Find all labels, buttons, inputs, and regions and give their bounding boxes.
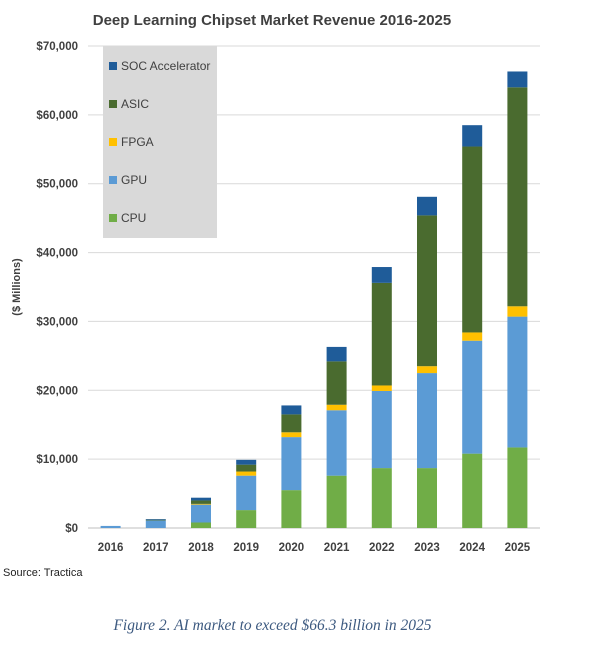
legend-swatch [109,176,117,184]
bar-segment-fpga-2023 [417,366,437,374]
bar-segment-soc-accelerator-2023 [417,196,437,216]
bar-segment-asic-2017 [145,519,166,521]
bar-segment-cpu-2020 [281,490,302,528]
y-tick-label: $10,000 [36,454,78,466]
legend-label: GPU [121,173,147,187]
bar-segment-soc-accelerator-2018 [191,497,211,501]
legend-swatch [109,138,117,146]
x-tick-label: 2022 [369,542,395,554]
x-tick-label: 2017 [143,542,169,554]
x-tick-label: 2024 [459,542,485,554]
bar-segment-asic-2020 [281,414,302,433]
y-tick-label: $20,000 [36,385,78,397]
bar-segment-asic-2018 [191,500,211,504]
bar-segment-gpu-2023 [417,373,437,469]
bar-segment-asic-2023 [417,215,437,367]
bar-segment-fpga-2024 [462,332,483,341]
legend-label: SOC Accelerator [121,59,210,73]
x-tick-label: 2021 [324,542,350,554]
bar-segment-gpu-2020 [281,437,302,491]
x-tick-label: 2019 [233,542,259,554]
bar-segment-asic-2021 [326,361,347,405]
bar-segment-gpu-2019 [236,475,257,511]
x-tick-label: 2025 [505,542,531,554]
bar-segment-soc-accelerator-2019 [236,459,257,465]
bar-segment-cpu-2024 [462,453,483,528]
y-tick-label: $30,000 [36,316,78,328]
bar-segment-fpga-2025 [507,306,528,317]
bar-segment-cpu-2018 [191,522,211,528]
bar-segment-cpu-2019 [236,510,257,528]
source-note: Source: Tractica [3,567,83,579]
x-tick-label: 2023 [414,542,440,554]
bar-segment-cpu-2022 [371,468,392,528]
bar-segment-gpu-2025 [507,316,528,448]
bar-segment-gpu-2022 [371,390,392,469]
bar-segment-asic-2025 [507,87,528,307]
bar-segment-soc-accelerator-2024 [462,125,483,147]
bar-segment-gpu-2018 [191,504,211,523]
x-tick-label: 2018 [188,542,214,554]
bar-segment-asic-2024 [462,146,483,333]
chart: Deep Learning Chipset Market Revenue 201… [11,12,540,554]
bar-segment-fpga-2018 [191,503,211,505]
legend-swatch [109,62,117,70]
bar-segment-cpu-2021 [326,475,347,528]
legend-box [103,46,217,238]
y-tick-label: $50,000 [36,179,78,191]
bar-segment-fpga-2021 [326,404,347,411]
bar-segment-fpga-2020 [281,432,302,438]
y-tick-label: $60,000 [36,110,78,122]
bar-segment-gpu-2024 [462,340,483,454]
chart-svg: Deep Learning Chipset Market Revenue 201… [11,12,540,554]
bar-segment-gpu-2017 [145,520,166,528]
legend-label: ASIC [121,97,149,111]
chart-title: Deep Learning Chipset Market Revenue 201… [93,12,451,29]
x-tick-label: 2016 [98,542,124,554]
bar-segment-fpga-2022 [371,385,392,391]
axes: $0 $10,000 $20,000 $30,000 $40,000 $50,000 $60… [36,41,530,554]
bar-segment-asic-2022 [371,282,392,386]
bar-segment-soc-accelerator-2020 [281,405,302,415]
bar-segment-gpu-2016 [100,525,121,528]
bar-segment-gpu-2021 [326,410,347,476]
bar-segment-asic-2019 [236,464,257,472]
bar-segment-soc-accelerator-2025 [507,71,528,88]
legend: SOC Accelerator ASIC FPGA GPU CPU [103,46,217,238]
y-tick-label: $40,000 [36,248,78,260]
bar-segment-cpu-2025 [507,447,528,528]
legend-swatch [109,100,117,108]
bars [100,71,528,528]
bar-segment-cpu-2023 [417,468,437,528]
y-tick-label: $70,000 [36,41,78,53]
legend-label: CPU [121,211,146,225]
y-axis-label: ($ Millions) [11,258,23,316]
legend-swatch [109,214,117,222]
bar-segment-soc-accelerator-2021 [326,346,347,362]
bar-segment-fpga-2019 [236,471,257,476]
figure-caption: Figure 2. AI market to exceed $66.3 bill… [113,617,432,634]
legend-label: FPGA [121,135,154,149]
x-tick-label: 2020 [279,542,305,554]
bar-segment-soc-accelerator-2022 [371,267,392,283]
bar-segment-soc-accelerator-2017 [145,519,166,520]
y-tick-label: $0 [65,523,78,535]
